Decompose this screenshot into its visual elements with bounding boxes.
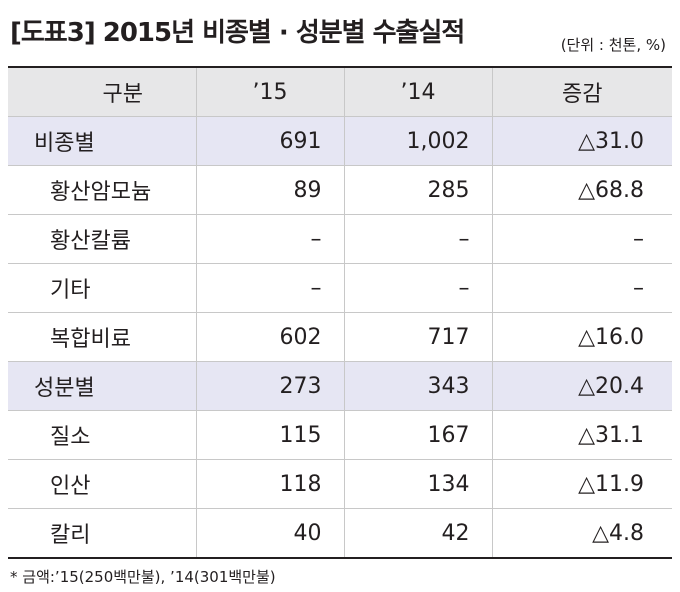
cell-change: △4.8 — [491, 508, 672, 557]
cell-2014: 343 — [343, 361, 492, 411]
export-table: 구분 ’15 ’14 증감 비종별 691 1,002 △31.0 황산암모늄 … — [8, 66, 672, 559]
row-label: 질소 — [8, 410, 196, 460]
cell-2015: 115 — [195, 410, 344, 460]
table-row: 황산칼륨 – – – — [8, 214, 672, 264]
cell-change: – — [491, 263, 672, 313]
table-row: 기타 – – – — [8, 263, 672, 313]
footnote: * 금액:’15(250백만불), ’14(301백만불) — [10, 568, 276, 586]
cell-2014: 717 — [343, 312, 492, 362]
cell-change: △20.4 — [491, 361, 672, 411]
cell-change: △31.1 — [491, 410, 672, 460]
cell-change: △68.8 — [491, 165, 672, 215]
cell-change: △31.0 — [491, 116, 672, 166]
cell-change: △16.0 — [491, 312, 672, 362]
cell-2014: – — [343, 214, 492, 264]
table-row: 질소 115 167 △31.1 — [8, 410, 672, 460]
header-change: 증감 — [491, 68, 672, 117]
cell-2015: 273 — [195, 361, 344, 411]
table-row: 인산 118 134 △11.9 — [8, 459, 672, 509]
title-bar: [도표3] 2015년 비종별 · 성분별 수출실적 (단위 : 천톤, %) — [10, 6, 672, 60]
cell-2014: 167 — [343, 410, 492, 460]
header-2015: ’15 — [195, 68, 344, 117]
row-label: 황산칼륨 — [8, 214, 196, 264]
header-row: 구분 ’15 ’14 증감 — [8, 68, 672, 117]
cell-2014: 42 — [343, 508, 492, 557]
cell-2015: 89 — [195, 165, 344, 215]
row-label: 비종별 — [8, 116, 196, 166]
cell-2014: 1,002 — [343, 116, 492, 166]
unit-note: (단위 : 천톤, %) — [560, 36, 666, 54]
row-label: 성분별 — [8, 361, 196, 411]
cell-2015: 691 — [195, 116, 344, 166]
cell-2014: 285 — [343, 165, 492, 215]
row-label: 인산 — [8, 459, 196, 509]
header-2014: ’14 — [343, 68, 492, 117]
cell-2014: – — [343, 263, 492, 313]
cell-2015: 602 — [195, 312, 344, 362]
cell-change: – — [491, 214, 672, 264]
table-row: 황산암모늄 89 285 △68.8 — [8, 165, 672, 215]
row-label: 황산암모늄 — [8, 165, 196, 215]
table-row-group: 비종별 691 1,002 △31.0 — [8, 116, 672, 166]
cell-2015: – — [195, 263, 344, 313]
header-category: 구분 — [8, 68, 196, 117]
cell-2015: 118 — [195, 459, 344, 509]
row-label: 칼리 — [50, 523, 91, 548]
cell-change: △11.9 — [491, 459, 672, 509]
cell-2014: 134 — [343, 459, 492, 509]
cell-2015: 40 — [195, 508, 344, 557]
cell-2015: – — [195, 214, 344, 264]
table-row: 복합비료 602 717 △16.0 — [8, 312, 672, 362]
table-title: [도표3] 2015년 비종별 · 성분별 수출실적 — [10, 18, 465, 48]
table-row-group: 성분별 273 343 △20.4 — [8, 361, 672, 411]
table-row: 칼리 40 42 △4.8 — [8, 508, 672, 557]
row-label: 복합비료 — [8, 312, 196, 362]
row-label: 기타 — [8, 263, 196, 313]
